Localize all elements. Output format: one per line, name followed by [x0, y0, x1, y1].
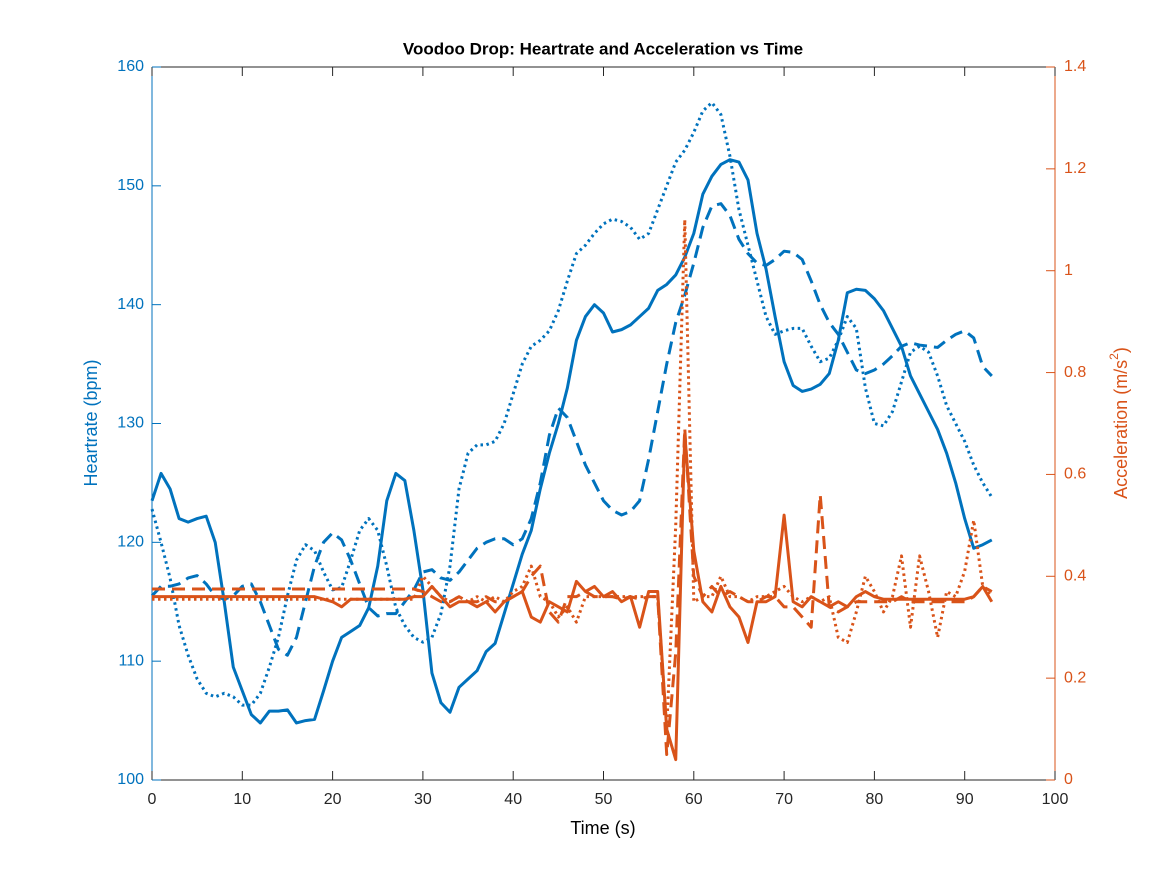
- y2-tick-label: 1.2: [1064, 160, 1086, 177]
- line-series: [150, 202, 993, 657]
- y-axis-label: Heartrate (bpm): [81, 359, 101, 486]
- y-tick-label: 120: [117, 534, 144, 551]
- x-tick-label: 90: [956, 791, 974, 808]
- line-series: [150, 158, 993, 725]
- y2-tick-label: 0.4: [1064, 568, 1086, 585]
- x-tick-label: 30: [414, 791, 432, 808]
- x-tick-label: 40: [504, 791, 522, 808]
- x-tick-label: 50: [595, 791, 613, 808]
- y2-label-text: Acceleration (m/s: [1111, 360, 1131, 499]
- y2-axis-label: Acceleration (m/s2): [1107, 347, 1131, 499]
- y-tick-label: 160: [117, 58, 144, 75]
- x-tick-label: 100: [1042, 791, 1069, 808]
- y2-tick-label: 0.6: [1064, 466, 1086, 483]
- y-tick-label: 130: [117, 415, 144, 432]
- y-tick-label: 140: [117, 296, 144, 313]
- y2-tick-label: 1: [1064, 262, 1073, 279]
- line-series: [150, 101, 994, 707]
- y2-label-text: ): [1111, 347, 1131, 353]
- y2-tick-label: 0: [1064, 771, 1073, 788]
- x-tick-label: 80: [866, 791, 884, 808]
- y2-tick-label: 0.8: [1064, 364, 1086, 381]
- x-tick-label: 10: [233, 791, 251, 808]
- x-tick-label: 0: [148, 791, 157, 808]
- x-tick-label: 20: [324, 791, 342, 808]
- chart-title: Voodoo Drop: Heartrate and Acceleration …: [403, 39, 803, 58]
- x-tick-label: 60: [685, 791, 703, 808]
- x-tick-label: 70: [775, 791, 793, 808]
- line-series: [152, 218, 993, 731]
- line-series: [152, 427, 993, 757]
- x-axis-label: Time (s): [570, 818, 635, 838]
- y-tick-label: 150: [117, 177, 144, 194]
- y2-tick-label: 0.2: [1064, 669, 1086, 686]
- y2-tick-label: 1.4: [1064, 58, 1086, 75]
- y-tick-label: 100: [117, 771, 144, 788]
- y-tick-label: 110: [118, 652, 144, 669]
- y2-label-superscript: 2: [1107, 353, 1121, 360]
